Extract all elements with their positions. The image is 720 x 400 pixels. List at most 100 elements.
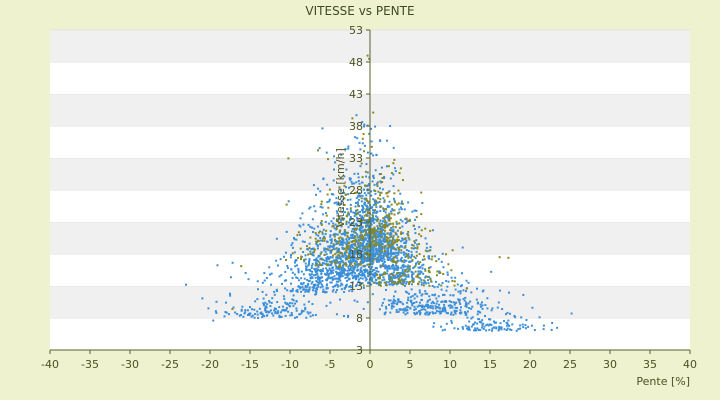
data-point bbox=[390, 232, 393, 235]
data-point bbox=[367, 218, 370, 221]
data-point bbox=[384, 264, 387, 267]
data-point bbox=[317, 278, 320, 281]
data-point bbox=[253, 313, 256, 316]
data-point bbox=[418, 243, 421, 246]
data-point bbox=[353, 262, 356, 265]
data-point bbox=[396, 203, 399, 206]
data-point bbox=[304, 284, 307, 287]
data-point bbox=[456, 306, 459, 309]
data-point bbox=[379, 248, 382, 251]
data-point bbox=[429, 306, 432, 309]
data-point bbox=[367, 235, 370, 238]
data-point bbox=[380, 243, 383, 246]
data-point bbox=[459, 309, 462, 312]
data-point bbox=[359, 247, 362, 250]
data-point bbox=[359, 271, 362, 274]
data-point bbox=[396, 238, 399, 241]
data-point bbox=[335, 271, 338, 274]
data-point bbox=[225, 311, 228, 314]
data-point bbox=[363, 203, 366, 206]
data-point bbox=[350, 261, 353, 264]
data-point bbox=[385, 208, 388, 211]
data-point bbox=[365, 208, 368, 211]
data-point bbox=[360, 250, 363, 253]
data-point bbox=[334, 223, 337, 226]
data-point bbox=[401, 200, 403, 203]
data-point bbox=[329, 249, 332, 252]
data-point bbox=[383, 224, 386, 227]
data-point bbox=[338, 186, 341, 189]
data-point bbox=[325, 267, 328, 270]
data-point bbox=[361, 142, 364, 145]
data-point bbox=[396, 303, 399, 306]
data-point bbox=[284, 301, 287, 304]
data-point bbox=[368, 257, 371, 260]
data-point bbox=[428, 249, 431, 252]
data-point bbox=[353, 266, 356, 269]
data-point bbox=[379, 206, 382, 209]
data-point bbox=[358, 141, 361, 144]
data-point bbox=[335, 219, 338, 222]
data-point bbox=[394, 226, 397, 229]
data-point bbox=[353, 272, 356, 275]
data-point bbox=[462, 327, 465, 330]
data-point bbox=[324, 273, 327, 276]
data-point bbox=[366, 223, 369, 226]
data-point bbox=[447, 280, 450, 283]
data-point bbox=[312, 274, 315, 277]
data-point bbox=[229, 292, 231, 295]
data-point bbox=[369, 254, 372, 257]
data-point bbox=[477, 328, 480, 331]
data-point bbox=[326, 269, 329, 272]
data-point bbox=[340, 288, 343, 291]
data-point bbox=[515, 329, 518, 332]
data-point bbox=[326, 193, 329, 196]
data-point bbox=[382, 238, 385, 241]
data-point bbox=[301, 212, 304, 215]
data-point bbox=[440, 301, 443, 304]
data-point bbox=[296, 288, 299, 291]
data-point bbox=[340, 240, 343, 243]
data-point bbox=[324, 232, 327, 235]
data-point bbox=[503, 328, 506, 331]
data-point bbox=[349, 254, 352, 257]
data-point bbox=[325, 257, 328, 260]
data-point bbox=[384, 211, 387, 214]
data-point bbox=[370, 273, 373, 276]
data-point bbox=[336, 288, 339, 291]
data-point bbox=[367, 231, 370, 234]
data-point bbox=[351, 269, 354, 272]
data-point bbox=[379, 172, 382, 175]
data-point bbox=[522, 293, 525, 296]
data-point bbox=[399, 275, 402, 278]
data-point bbox=[441, 309, 444, 312]
data-point bbox=[358, 219, 361, 222]
data-point bbox=[349, 215, 352, 218]
data-point bbox=[397, 274, 400, 277]
data-point bbox=[381, 254, 384, 257]
data-point bbox=[421, 304, 424, 307]
data-point bbox=[290, 253, 293, 256]
data-point bbox=[299, 225, 302, 228]
data-point bbox=[476, 302, 479, 305]
data-point bbox=[359, 241, 362, 244]
data-point bbox=[403, 273, 406, 276]
data-point bbox=[333, 275, 336, 278]
data-point bbox=[345, 249, 348, 252]
data-point bbox=[327, 263, 330, 266]
data-point bbox=[394, 268, 397, 271]
data-point bbox=[387, 281, 390, 284]
data-point bbox=[378, 258, 381, 261]
data-point bbox=[316, 241, 319, 244]
data-point bbox=[346, 248, 349, 251]
data-point bbox=[339, 273, 342, 276]
data-point bbox=[370, 283, 373, 286]
data-point bbox=[359, 223, 362, 226]
data-point bbox=[335, 247, 338, 250]
data-point bbox=[428, 271, 431, 274]
data-point bbox=[465, 301, 468, 304]
data-point bbox=[363, 197, 366, 200]
data-point bbox=[371, 180, 374, 183]
x-tick-label: -40 bbox=[41, 358, 59, 371]
